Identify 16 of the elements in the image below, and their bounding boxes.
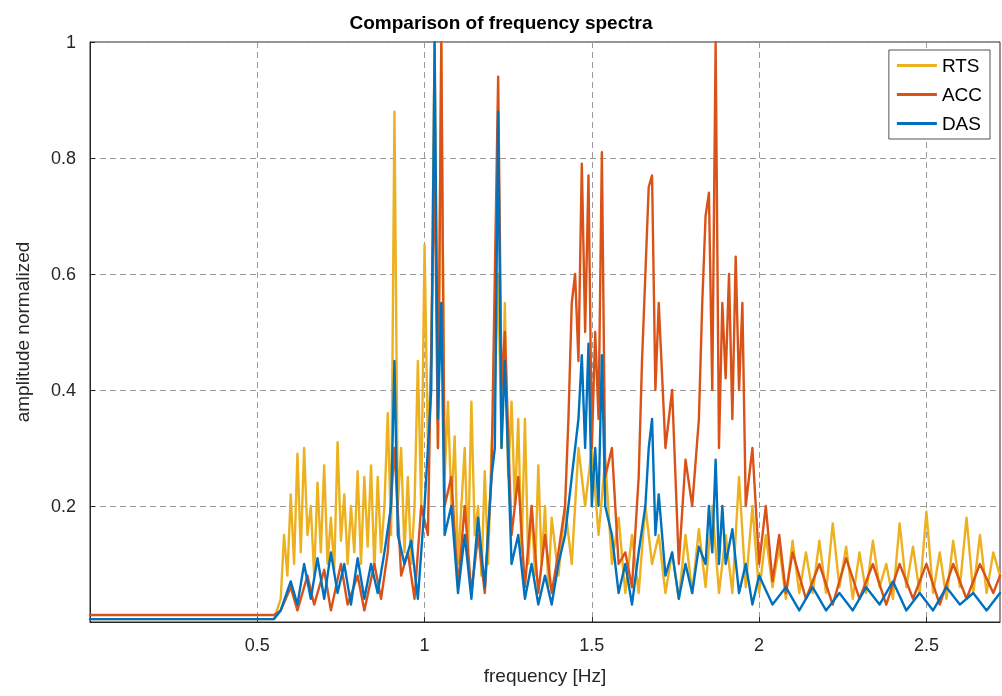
legend-label: ACC	[941, 84, 983, 105]
y-axis-title: amplitude normalized	[12, 241, 33, 423]
y-tick-label: 0.2	[50, 496, 76, 516]
x-tick-label: 1	[419, 635, 430, 655]
legend-label: DAS	[941, 113, 981, 134]
x-tick-label: 2.5	[913, 635, 939, 655]
x-tick-label: 1.5	[579, 635, 605, 655]
x-tick-label: 0.5	[244, 635, 270, 655]
y-tick-label: 0.6	[50, 264, 76, 284]
legend-label: RTS	[941, 55, 980, 76]
y-tick-label: 0.4	[50, 380, 76, 400]
chart-title: Comparison of frequency spectra	[349, 12, 653, 33]
x-tick-label: 2	[754, 635, 765, 655]
y-tick-label: 1	[65, 32, 76, 52]
y-tick-label: 0.8	[50, 148, 76, 168]
x-axis-title: frequency [Hz]	[483, 665, 607, 686]
